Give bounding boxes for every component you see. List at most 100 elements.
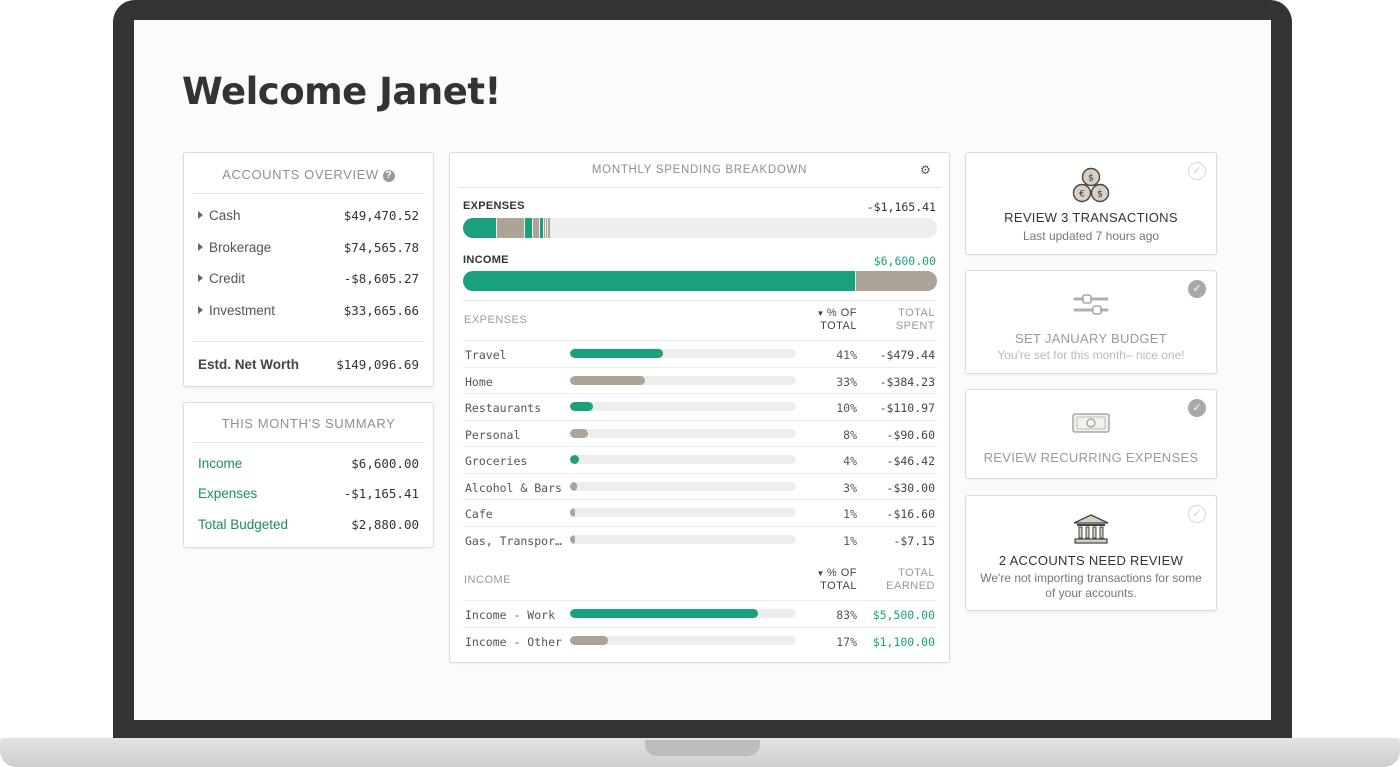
expense-row[interactable]: Personal 8% -$90.60 (463, 419, 937, 446)
stacked-bar-segment (546, 218, 548, 238)
income-pct-column-header[interactable]: ▼% OF TOTAL (816, 567, 857, 592)
sort-down-icon: ▼ (816, 309, 825, 318)
income-row[interactable]: Income - Work 83% $5,500.00 (463, 600, 937, 626)
summary-value: $2,880.00 (351, 517, 419, 532)
category-bar-track (570, 402, 796, 411)
summary-title: THIS MONTH'S SUMMARY (221, 416, 396, 431)
stacked-bar-segment (525, 218, 533, 238)
task-subtitle: Last updated 7 hours ago (1022, 229, 1160, 243)
category-percent: 8% (843, 427, 857, 442)
task-accounts-review[interactable]: ✓ 2 ACCOUNTS NEED REVIEW We're not impor… (965, 495, 1217, 611)
caret-right-icon (198, 306, 203, 314)
coins-icon: $ € $ (966, 167, 1216, 210)
expense-row[interactable]: Cafe 1% -$16.60 (463, 499, 937, 525)
task-title: 2 ACCOUNTS NEED REVIEW (998, 553, 1184, 568)
category-percent: 1% (843, 533, 857, 548)
check-icon[interactable]: ✓ (1188, 280, 1206, 298)
summary-label: Expenses (198, 486, 258, 501)
account-value: $33,665.66 (343, 303, 419, 318)
income-stacked-bar[interactable] (463, 271, 937, 291)
account-value: $74,565.78 (343, 240, 419, 255)
stacked-bar-segment (463, 218, 497, 238)
category-name: Cafe (465, 507, 493, 521)
earned-column-header[interactable]: TOTAL EARNED (886, 567, 935, 592)
account-row-cash[interactable]: Cash $49,470.52 (198, 208, 419, 226)
spent-column-header[interactable]: TOTAL SPENT (895, 307, 935, 332)
expense-row[interactable]: Alcohol & Bars 3% -$30.00 (463, 472, 937, 499)
account-row-brokerage[interactable]: Brokerage $74,565.78 (198, 240, 419, 258)
summary-value: $6,600.00 (351, 456, 419, 471)
net-worth-value: $149,096.69 (336, 357, 419, 372)
category-bar-fill (570, 375, 645, 385)
category-name: Gas, Transpor… (465, 533, 562, 548)
category-bar-fill (570, 402, 593, 411)
app-screen: Welcome Janet! ACCOUNTS OVERVIEW? Cash $… (134, 20, 1271, 720)
net-worth-label: Estd. Net Worth (198, 357, 299, 372)
category-name: Income - Other (465, 634, 562, 649)
category-bar-track (570, 375, 796, 385)
category-bar-track (570, 635, 796, 645)
caret-right-icon (198, 243, 203, 251)
category-bar-fill (570, 635, 609, 645)
category-name: Travel (465, 348, 507, 362)
task-title: SET JANUARY BUDGET (1014, 331, 1168, 346)
task-review-recurring[interactable]: ✓ REVIEW RECURRING EXPENSES (965, 389, 1217, 479)
pct-column-header[interactable]: ▼% OF TOTAL (816, 307, 857, 332)
category-bar-fill (570, 428, 589, 438)
category-bar-track (570, 481, 796, 491)
category-bar-track (570, 609, 796, 618)
summary-label: Total Budgeted (198, 517, 289, 532)
category-amount: -$110.97 (879, 401, 935, 415)
category-amount: $1,100.00 (872, 634, 935, 649)
account-row-investment[interactable]: Investment $33,665.66 (198, 303, 419, 321)
category-bar-track (570, 349, 796, 358)
category-percent: 4% (843, 454, 857, 468)
income-section-label: INCOME (464, 574, 511, 586)
task-review-transactions[interactable]: ✓ $ € $ REVIEW 3 TRANSACTIONS Last updat… (965, 152, 1217, 255)
account-label: Brokerage (209, 240, 272, 255)
divider (192, 341, 425, 342)
category-bar-fill (570, 508, 575, 517)
sort-down-icon: ▼ (816, 569, 825, 578)
task-subtitle: We're not importing transactions for som… (980, 571, 1202, 600)
summary-row-expenses[interactable]: Expenses -$1,165.41 (198, 486, 419, 504)
svg-text:$: $ (1097, 190, 1103, 200)
help-icon[interactable]: ? (382, 170, 395, 182)
income-row[interactable]: Income - Other 17% $1,100.00 (463, 626, 937, 653)
check-icon[interactable]: ✓ (1188, 162, 1206, 180)
category-bar-fill (570, 455, 580, 464)
task-set-budget[interactable]: ✓ SET JANUARY BUDGET You're set for this… (965, 270, 1217, 374)
summary-label: Income (198, 456, 243, 471)
expense-row[interactable]: Home 33% -$384.23 (463, 366, 937, 393)
stacked-bar-segment (543, 218, 546, 238)
category-bar-fill (570, 481, 577, 491)
category-amount: -$30.00 (886, 480, 935, 495)
task-subtitle: You're set for this month– nice one! (997, 348, 1185, 362)
summary-row-budgeted[interactable]: Total Budgeted $2,880.00 (198, 517, 419, 535)
check-icon[interactable]: ✓ (1188, 399, 1206, 417)
svg-text:€: € (1079, 190, 1085, 200)
gear-icon[interactable]: ⚙ (920, 163, 931, 177)
category-percent: 10% (836, 401, 857, 415)
stacked-bar-segment (540, 218, 543, 238)
expense-row[interactable]: Gas, Transpor… 1% -$7.15 (463, 525, 937, 552)
accounts-overview-title: ACCOUNTS OVERVIEW (222, 167, 379, 182)
account-row-credit[interactable]: Credit -$8,605.27 (198, 271, 419, 289)
expense-row[interactable]: Restaurants 10% -$110.97 (463, 393, 937, 419)
accounts-overview-card: ACCOUNTS OVERVIEW? Cash $49,470.52 Broke… (183, 152, 434, 387)
page-title: Welcome Janet! (182, 70, 501, 113)
category-bar-fill (570, 534, 575, 544)
account-value: $49,470.52 (343, 208, 419, 223)
monthly-summary-card: THIS MONTH'S SUMMARY Income $6,600.00 Ex… (183, 402, 434, 548)
expense-row[interactable]: Groceries 4% -$46.42 (463, 446, 937, 472)
category-name: Personal (465, 427, 521, 442)
category-percent: 3% (843, 480, 857, 495)
category-bar-track (570, 534, 796, 544)
category-percent: 17% (836, 634, 857, 649)
check-icon[interactable]: ✓ (1188, 505, 1206, 523)
expense-row[interactable]: Travel 41% -$479.44 (463, 340, 937, 366)
summary-row-income[interactable]: Income $6,600.00 (198, 456, 419, 474)
net-worth-row: Estd. Net Worth $149,096.69 (198, 357, 419, 375)
expenses-stacked-bar[interactable] (463, 218, 937, 238)
spending-title: MONTHLY SPENDING BREAKDOWN (591, 164, 808, 176)
